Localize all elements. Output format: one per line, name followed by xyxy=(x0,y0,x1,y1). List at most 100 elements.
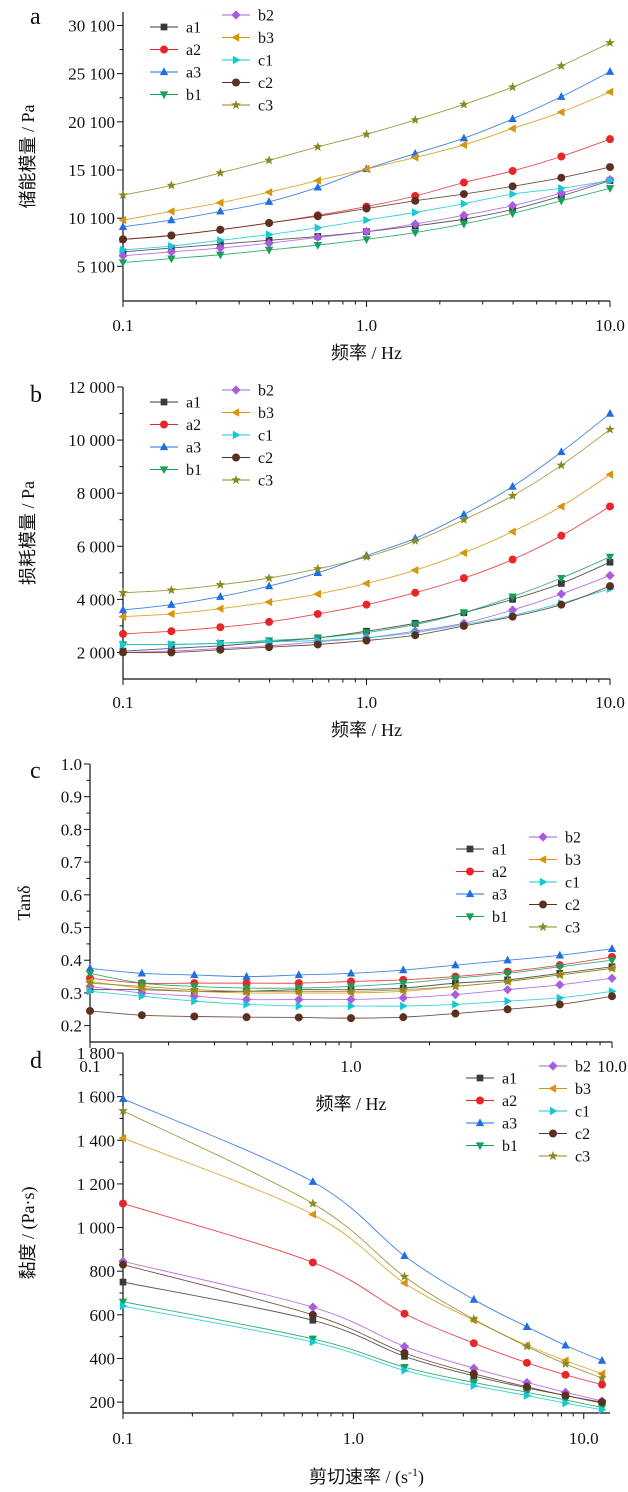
legend-label: b1 xyxy=(186,87,202,104)
data-point xyxy=(118,605,128,614)
x-tick-label: 1.0 xyxy=(356,316,377,335)
legend: a1 a2 a3 b1 b2 b3 c1 c2 c3 xyxy=(150,8,274,115)
chart-panel-b: 0.1 1.0 10.0 2 000 4 000 6 000 8 000 10 000 12 0… xyxy=(18,378,625,740)
y-axis-title: Tanδ xyxy=(14,885,34,920)
data-point xyxy=(507,201,518,211)
series-line xyxy=(122,1137,603,1375)
legend-label: a1 xyxy=(186,20,201,37)
legend-label: b3 xyxy=(258,405,274,422)
data-point xyxy=(167,215,176,224)
data-point xyxy=(217,638,225,648)
data-point xyxy=(507,124,516,133)
legend-marker xyxy=(538,921,548,932)
data-point xyxy=(119,1278,127,1286)
x-tick-label: 0.1 xyxy=(112,1429,133,1448)
x-tick-label: 0.1 xyxy=(112,693,133,712)
data-point xyxy=(562,1398,571,1408)
legend-label: c3 xyxy=(565,920,580,937)
data-point xyxy=(502,985,513,995)
data-point xyxy=(469,1294,479,1303)
data-point xyxy=(346,994,356,1005)
series-a2 xyxy=(119,502,614,638)
data-point xyxy=(308,1335,318,1344)
data-point xyxy=(243,1000,252,1009)
data-point xyxy=(313,563,323,573)
y-tick-label: 0.9 xyxy=(61,788,82,807)
legend-label: c3 xyxy=(258,98,273,115)
data-point xyxy=(119,235,127,244)
data-point xyxy=(450,989,461,1000)
legend-marker xyxy=(475,1118,485,1127)
data-point xyxy=(189,984,200,994)
data-point xyxy=(451,960,460,969)
data-point xyxy=(410,565,419,575)
y-tick-label: 0.2 xyxy=(61,1017,82,1036)
x-tick-label: 10.0 xyxy=(595,316,625,335)
data-point xyxy=(216,623,225,632)
series-c3 xyxy=(118,424,615,597)
data-point xyxy=(522,1358,531,1367)
data-point xyxy=(561,1340,570,1349)
series-a2 xyxy=(119,1199,606,1389)
y-tick-label: 10 100 xyxy=(68,209,115,228)
data-point xyxy=(557,173,566,182)
series-line xyxy=(122,1110,603,1379)
data-point xyxy=(308,1310,317,1319)
data-point xyxy=(242,1013,251,1022)
series-line xyxy=(122,138,611,240)
data-point xyxy=(555,980,565,990)
data-point xyxy=(118,215,127,225)
legend-label: a1 xyxy=(186,395,201,412)
legend-label: b3 xyxy=(575,1081,591,1098)
x-tick-label: 0.1 xyxy=(112,316,133,335)
data-point xyxy=(167,255,176,264)
legend-label: c2 xyxy=(258,75,273,92)
x-tick-label: 10.0 xyxy=(569,1429,599,1448)
series-c2 xyxy=(119,1260,606,1407)
legend-marker xyxy=(159,91,169,100)
data-point xyxy=(605,570,615,581)
legend-marker xyxy=(476,1074,484,1082)
data-point xyxy=(215,604,224,613)
series-b1 xyxy=(118,1298,607,1413)
data-point xyxy=(606,176,615,185)
y-tick-label: 10 000 xyxy=(68,431,115,450)
data-point xyxy=(399,1271,410,1281)
data-point xyxy=(507,490,518,500)
data-point xyxy=(241,994,252,1005)
data-point xyxy=(597,1369,606,1378)
data-point xyxy=(556,188,566,198)
data-point xyxy=(215,579,226,589)
data-point xyxy=(504,996,513,1006)
legend-label: c1 xyxy=(565,875,580,892)
legend-label: b2 xyxy=(565,830,581,847)
data-point xyxy=(503,970,512,978)
y-tick-label: 1 000 xyxy=(77,1219,115,1238)
y-tick-label: 15 100 xyxy=(68,161,115,180)
legend-label: c2 xyxy=(258,450,273,467)
data-point xyxy=(470,1381,479,1390)
data-point xyxy=(216,592,225,600)
data-point xyxy=(450,981,461,991)
data-point xyxy=(606,502,614,511)
data-point xyxy=(119,1260,127,1269)
data-point xyxy=(119,629,127,638)
y-tick-label: 6 000 xyxy=(77,537,115,556)
data-point xyxy=(294,994,304,1005)
data-point xyxy=(216,225,225,234)
y-tick-label: 0.7 xyxy=(61,853,83,872)
data-point xyxy=(459,178,468,187)
y-tick-label: 0.6 xyxy=(61,886,82,905)
data-point xyxy=(598,1380,606,1389)
data-point xyxy=(362,636,371,645)
x-axis-title-main: 剪切速率 / (s xyxy=(309,1467,408,1488)
data-point xyxy=(215,198,224,207)
y-tick-label: 1 800 xyxy=(77,1044,115,1063)
y-tick-label: 0.4 xyxy=(61,951,83,970)
data-point xyxy=(308,1258,317,1267)
y-tick-label: 600 xyxy=(90,1306,116,1325)
data-point xyxy=(556,502,565,511)
data-point xyxy=(399,979,408,988)
data-point xyxy=(557,152,566,161)
panel-letter: b xyxy=(30,382,42,408)
